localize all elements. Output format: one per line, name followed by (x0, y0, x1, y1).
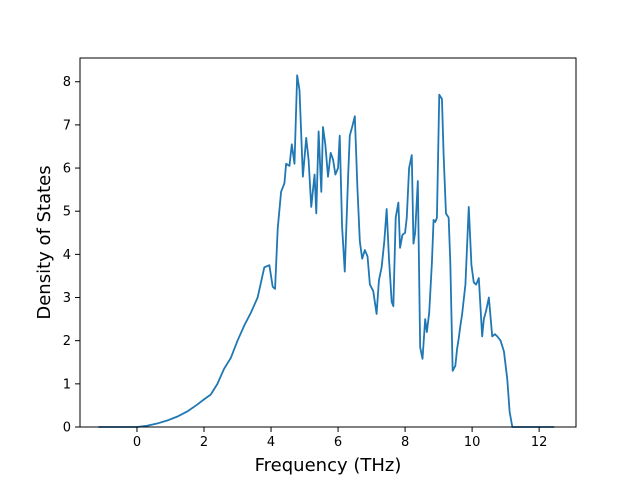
x-axis-label: Frequency (THz) (255, 455, 402, 476)
x-tick-label: 0 (133, 435, 141, 450)
x-tick-label: 6 (334, 435, 342, 450)
y-tick-label: 4 (63, 248, 71, 263)
y-tick-label: 2 (63, 334, 71, 349)
x-tick-label: 2 (200, 435, 208, 450)
plot-frame (79, 57, 577, 428)
y-tick-label: 7 (63, 118, 71, 133)
y-tick-label: 5 (63, 205, 71, 220)
x-tick-label: 8 (401, 435, 409, 450)
y-tick-label: 8 (63, 75, 71, 90)
x-tick-label: 4 (267, 435, 275, 450)
x-tick-label: 12 (531, 435, 548, 450)
y-axis-ticks: 0 1 2 3 4 5 6 7 8 (63, 75, 80, 436)
dos-line (98, 74, 555, 428)
y-tick-label: 3 (63, 291, 71, 306)
y-tick-label: 1 (63, 377, 71, 392)
y-tick-label: 0 (63, 421, 71, 436)
y-tick-label: 6 (63, 162, 71, 177)
x-tick-label: 10 (464, 435, 481, 450)
series-layer (98, 74, 555, 428)
y-axis-label: Density of States (34, 165, 55, 319)
x-axis-ticks: 0 2 4 6 8 10 12 (133, 427, 548, 450)
